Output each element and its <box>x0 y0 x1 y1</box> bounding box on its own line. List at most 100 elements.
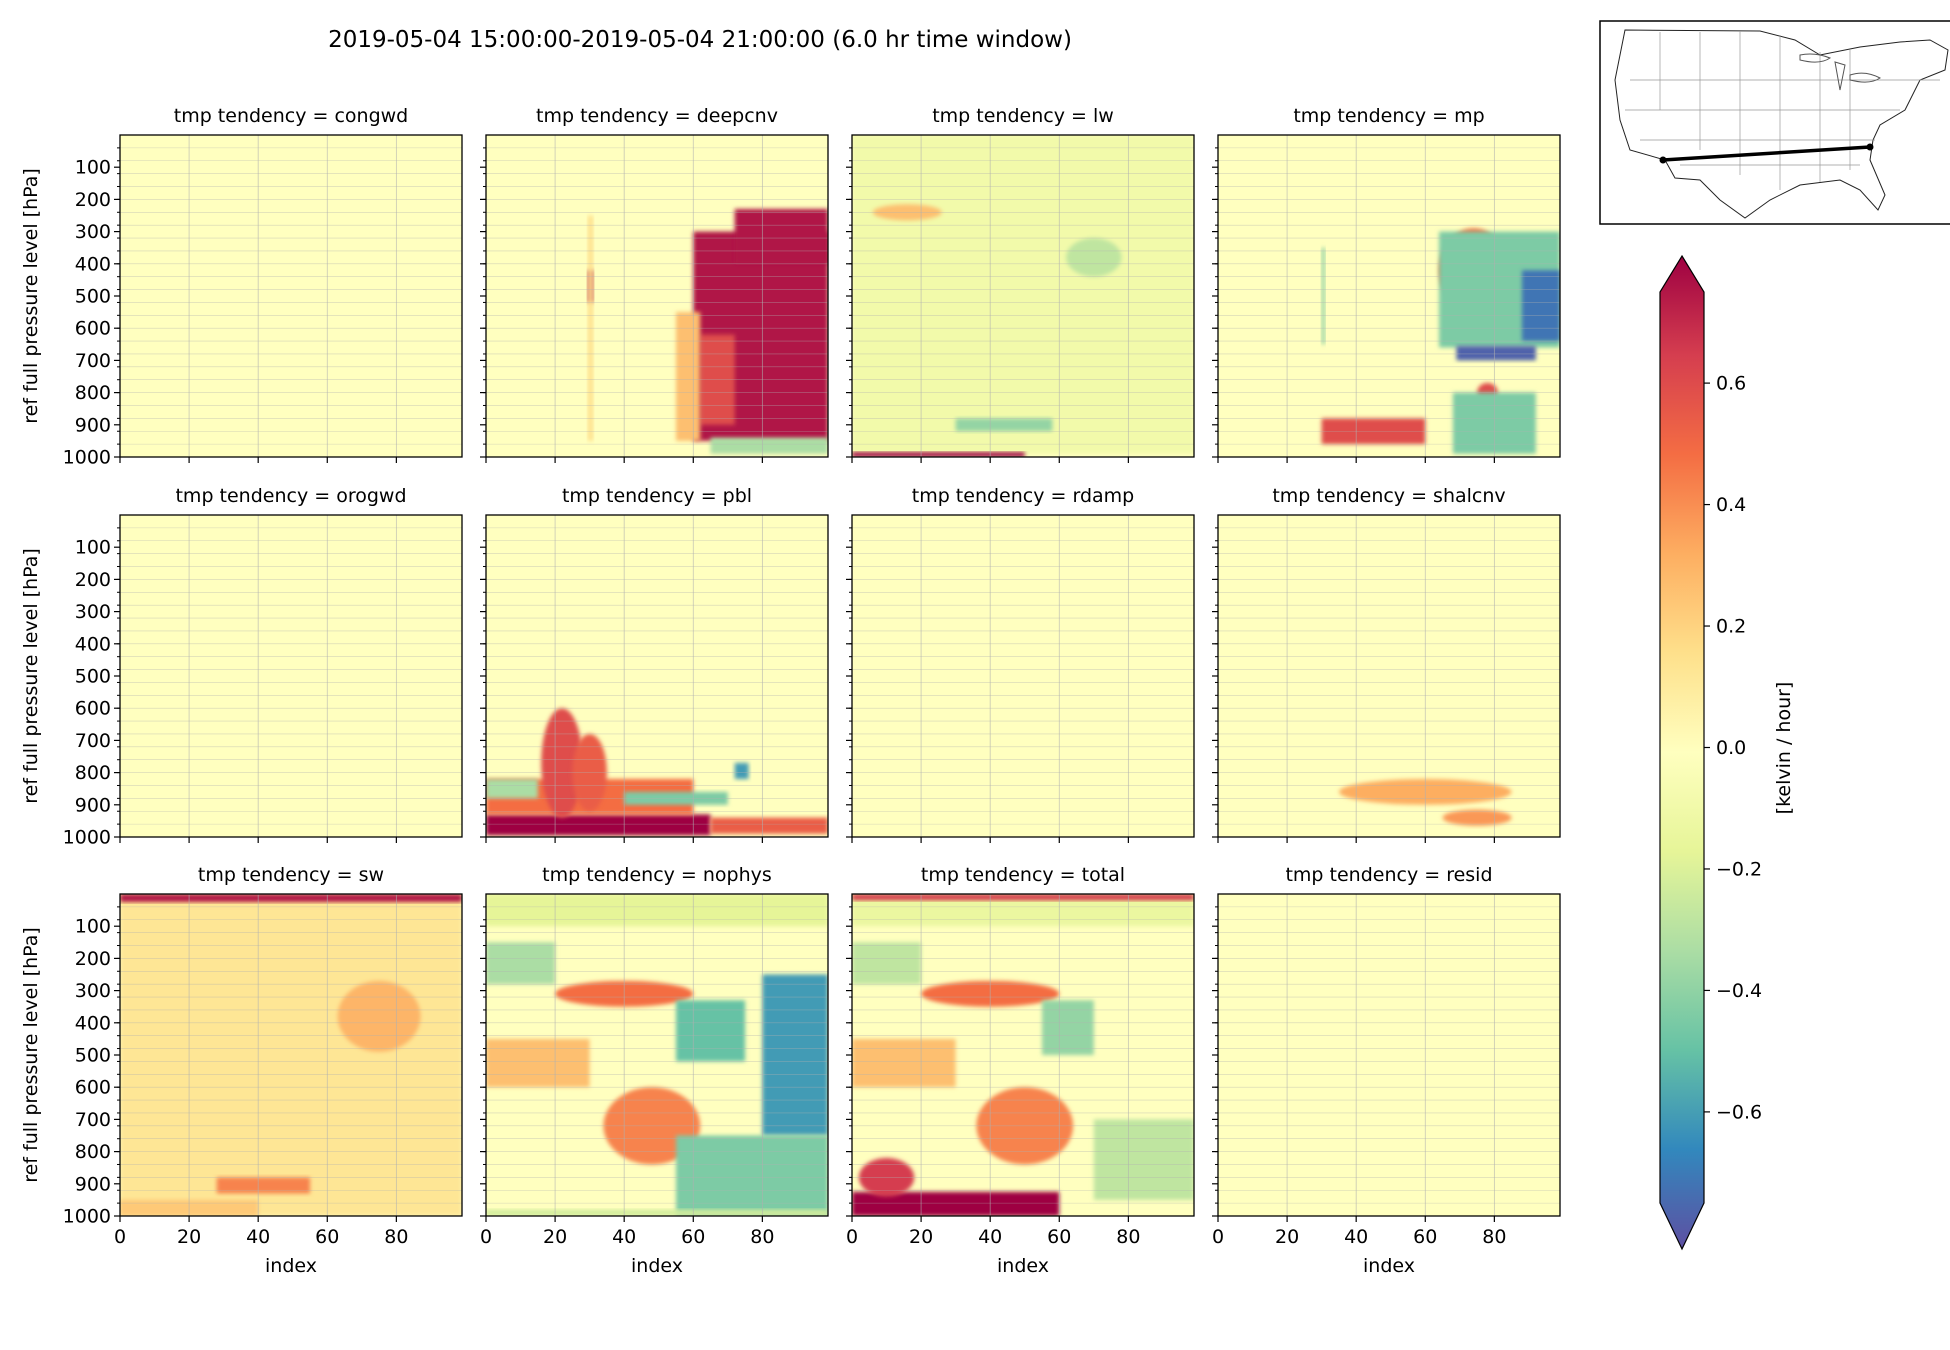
heatmap-feature-warm-left <box>852 1038 956 1088</box>
x-tick-label: 0 <box>1212 1226 1224 1248</box>
x-tick-label: 40 <box>1344 1226 1368 1248</box>
heatmap-feature-cool-band-upper <box>486 942 556 985</box>
heatmap-feature-warm-top <box>734 209 828 264</box>
panel-title: tmp tendency = shalcnv <box>1272 485 1505 507</box>
y-tick-label: 800 <box>75 762 111 784</box>
figure-suptitle: 2019-05-04 15:00:00-2019-05-04 21:00:00 … <box>328 27 1072 53</box>
x-tick-label: 60 <box>315 1226 339 1248</box>
heatmap-feature-cool-lower <box>676 1135 828 1216</box>
y-tick-label: 400 <box>75 253 111 275</box>
y-tick-label: 300 <box>75 221 111 243</box>
x-tick-label: 0 <box>846 1226 858 1248</box>
y-tick-label: 900 <box>75 1173 111 1195</box>
panel-pbl: tmp tendency = pbl <box>480 485 829 843</box>
y-tick-label: 500 <box>75 666 111 688</box>
y-tick-label: 300 <box>75 601 111 623</box>
heatmap-background <box>1218 894 1560 1216</box>
great-lakes <box>1799 53 1881 91</box>
panel-title: tmp tendency = nophys <box>542 864 772 886</box>
panel-rdamp: tmp tendency = rdamp <box>846 485 1195 843</box>
panel-title: tmp tendency = sw <box>198 864 384 886</box>
heatmap-feature-surface <box>486 1209 828 1216</box>
y-tick-label: 400 <box>75 633 111 655</box>
panel-nophys: tmp tendency = nophys 0 20 40 60 80 index <box>480 864 829 1277</box>
heatmap-feature-top-warm <box>120 894 462 903</box>
transect-end-marker <box>1866 143 1874 151</box>
x-axis-label: index <box>631 1255 683 1277</box>
heatmap-field <box>120 894 462 1216</box>
heatmap-feature-cool-column <box>1321 247 1326 345</box>
colorbar: 0.6 0.4 0.2 0.0 −0.2 −0.4 −0.6 [kelvin / hour] <box>1659 254 1795 1251</box>
heatmap-feature-cool-lower <box>1093 1119 1194 1200</box>
inset-map <box>1599 20 1950 225</box>
panel-congwd: tmp tendency = congwd 100 200 300 400 500 600 7… <box>20 105 463 469</box>
y-tick-label: 1000 <box>63 827 111 849</box>
state-boundaries <box>1625 31 1940 190</box>
y-tick-label: 700 <box>75 1109 111 1131</box>
panel-title: tmp tendency = orogwd <box>175 485 406 507</box>
x-tick-label: 80 <box>1116 1226 1140 1248</box>
panel-lw: tmp tendency = lw <box>846 105 1195 463</box>
heatmap-feature-cool-left <box>486 779 538 799</box>
heatmap-field <box>120 135 462 457</box>
heatmap-feature-warm-left <box>486 1038 590 1088</box>
x-tick-label: 20 <box>543 1226 567 1248</box>
heatmap-field <box>852 515 1194 837</box>
y-axis-label: ref full pressure level [hPa] <box>20 168 42 424</box>
panel-title: tmp tendency = lw <box>932 105 1114 127</box>
colorbar-tick-label: −0.4 <box>1716 980 1762 1002</box>
transect-line <box>1662 145 1871 162</box>
x-tick-label: 60 <box>1047 1226 1071 1248</box>
heatmap-feature-cool-patch <box>1042 1000 1094 1055</box>
panel-shalcnv: tmp tendency = shalcnv <box>1212 485 1561 843</box>
y-axis-label: ref full pressure level [hPa] <box>20 548 42 804</box>
x-tick-label: 80 <box>750 1226 774 1248</box>
panel-grid: tmp tendency = congwd1002003004005006007… <box>20 105 1561 1277</box>
x-tick-label: 20 <box>177 1226 201 1248</box>
x-axis-label: index <box>997 1255 1049 1277</box>
panel-title: tmp tendency = mp <box>1293 105 1484 127</box>
heatmap-background <box>852 515 1194 837</box>
heatmap-background <box>120 515 462 837</box>
y-tick-label: 700 <box>75 350 111 372</box>
x-tick-label: 80 <box>384 1226 408 1248</box>
inset-map-frame <box>1599 20 1950 225</box>
panel-deepcnv: tmp tendency = deepcnv <box>480 105 829 463</box>
y-tick-label: 400 <box>75 1012 111 1034</box>
x-tick-label: 60 <box>1413 1226 1437 1248</box>
panel-title: tmp tendency = rdamp <box>912 485 1134 507</box>
y-tick-label: 200 <box>75 189 111 211</box>
y-tick-label: 1000 <box>63 447 111 469</box>
y-tick-label: 600 <box>75 698 111 720</box>
y-axis-label: ref full pressure level [hPa] <box>20 927 42 1183</box>
y-tick-label: 200 <box>75 569 111 591</box>
heatmap-field <box>120 515 462 837</box>
x-tick-label: 40 <box>978 1226 1002 1248</box>
y-tick-label: 800 <box>75 382 111 404</box>
y-tick-label: 500 <box>75 1045 111 1067</box>
x-tick-label: 0 <box>480 1226 492 1248</box>
x-tick-label: 20 <box>909 1226 933 1248</box>
heatmap-feature-cool-right <box>762 974 828 1136</box>
y-tick-label: 100 <box>75 916 111 938</box>
heatmap-feature-warm-core <box>337 980 421 1052</box>
heatmap-feature-cool-band <box>1456 345 1536 361</box>
y-tick-label: 900 <box>75 414 111 436</box>
heatmap-feature-warm-lobe <box>1442 809 1512 826</box>
heatmap-background <box>120 135 462 457</box>
y-tick-label: 900 <box>75 794 111 816</box>
panel-title: tmp tendency = deepcnv <box>536 105 778 127</box>
panel-mp: tmp tendency = mp <box>1212 105 1561 463</box>
y-tick-label: 100 <box>75 157 111 179</box>
heatmap-field <box>486 515 828 837</box>
y-tick-label: 700 <box>75 730 111 752</box>
heatmap-field <box>486 135 828 457</box>
colorbar-body <box>1659 254 1705 1251</box>
panel-title: tmp tendency = pbl <box>562 485 752 507</box>
panel-sw: tmp tendency = sw10020030040050060070080… <box>20 864 463 1277</box>
colorbar-tick-label: −0.2 <box>1716 858 1762 880</box>
colorbar-tick-label: 0.4 <box>1716 494 1746 516</box>
colorbar-tick-label: 0.6 <box>1716 373 1746 395</box>
panel-title: tmp tendency = total <box>921 864 1125 886</box>
heatmap-feature-surface-spots <box>216 1177 310 1194</box>
